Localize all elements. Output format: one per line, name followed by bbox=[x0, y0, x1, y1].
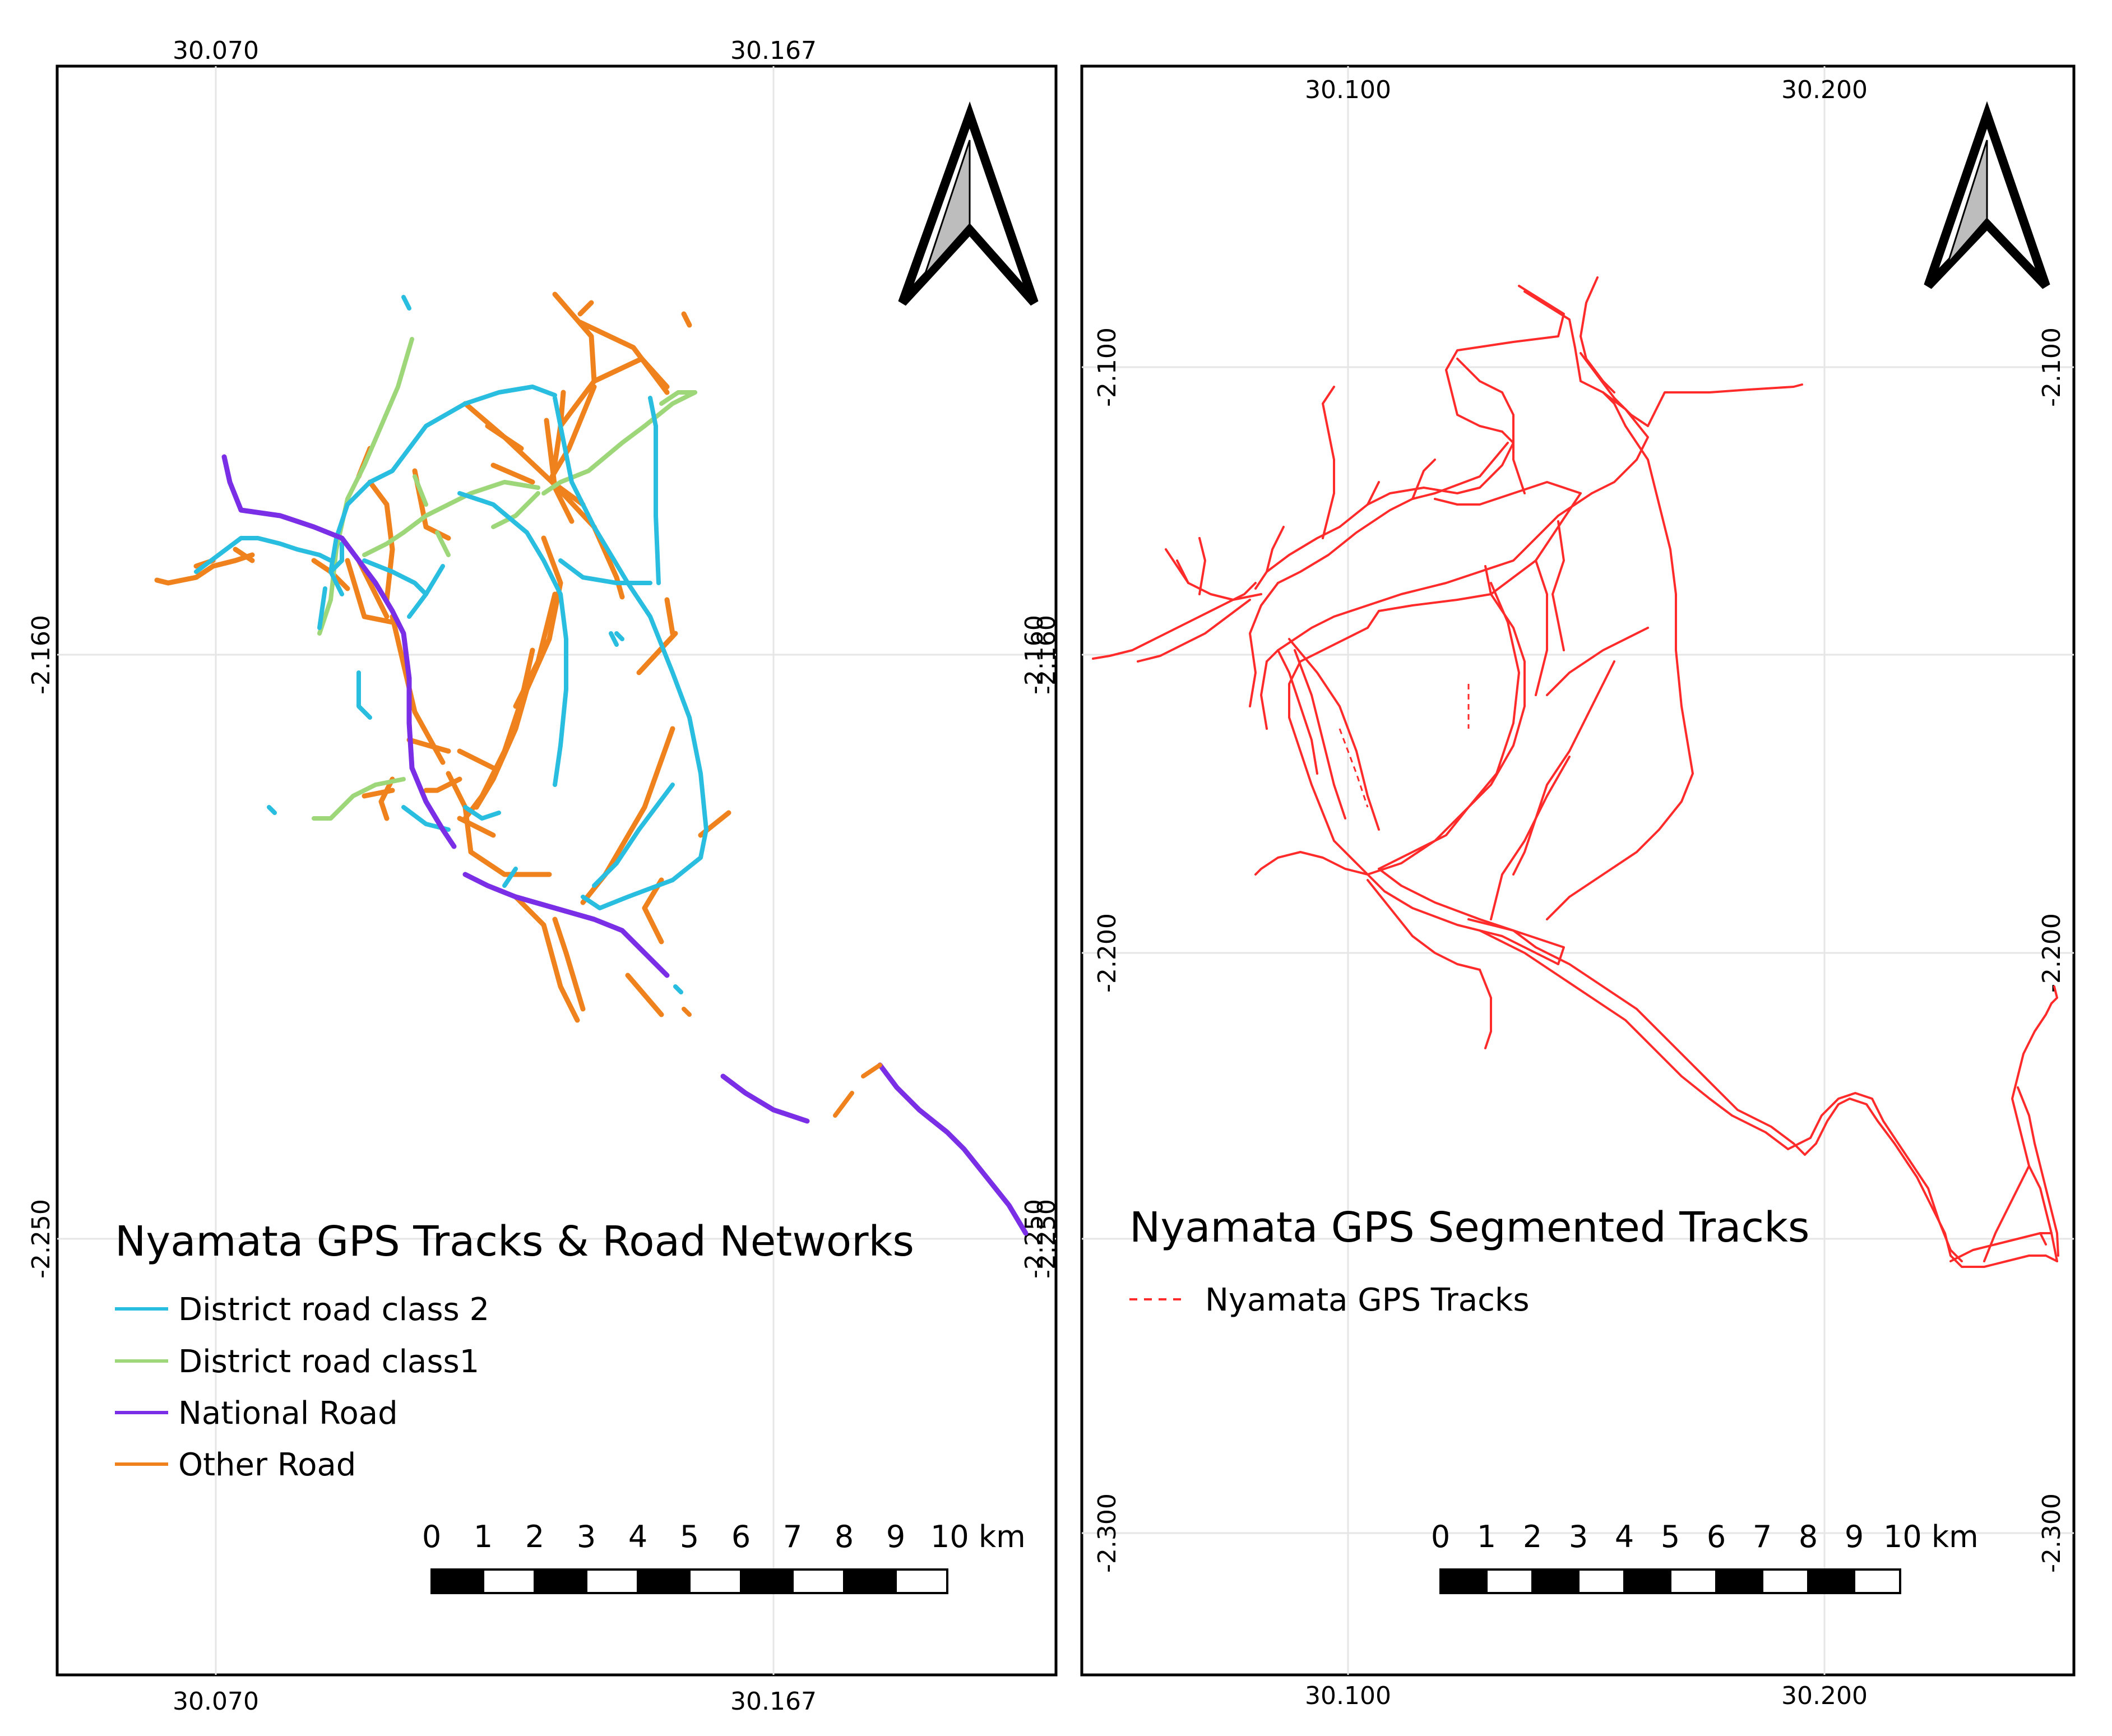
legend-label-district-class1: District road class1 bbox=[178, 1344, 479, 1380]
right-scale-label: 4 bbox=[1615, 1519, 1634, 1554]
left-scale-label: 0 bbox=[422, 1519, 441, 1554]
left-scale-label: 5 bbox=[680, 1519, 699, 1554]
right-legend: Nyamata GPS Tracks bbox=[1129, 1282, 1530, 1318]
right-scale-label: 6 bbox=[1707, 1519, 1726, 1554]
left-scale-label: 8 bbox=[835, 1519, 854, 1554]
left-scale-segment bbox=[585, 1568, 639, 1594]
right-lat-label-left-5: -2.300 bbox=[1093, 1493, 1122, 1573]
left-scale-labels: 0 1 2 3 4 5 6 7 8 9 10 km bbox=[422, 1519, 1026, 1554]
right-scale-segment bbox=[1761, 1568, 1809, 1594]
left-scale-segment bbox=[791, 1568, 845, 1594]
right-scale-label: 2 bbox=[1523, 1519, 1542, 1554]
left-scale-label: 2 bbox=[525, 1519, 544, 1554]
left-scale-label: 4 bbox=[628, 1519, 647, 1554]
right-scale-segment bbox=[1531, 1568, 1580, 1594]
left-scale-segment bbox=[895, 1568, 948, 1594]
right-lat-label-right-1: -2.100 bbox=[2037, 327, 2066, 407]
right-scale-label: 1 bbox=[1477, 1519, 1496, 1554]
left-map-title: Nyamata GPS Tracks & Road Networks bbox=[115, 1217, 914, 1266]
legend-label-other-road: Other Road bbox=[178, 1447, 356, 1483]
legend-label-national-road: National Road bbox=[178, 1395, 398, 1432]
left-scale-label: 10 km bbox=[930, 1519, 1026, 1554]
left-map-frame bbox=[55, 64, 1058, 1677]
right-map-title: Nyamata GPS Segmented Tracks bbox=[1129, 1203, 1809, 1252]
right-north-arrow-icon bbox=[1924, 101, 2050, 289]
right-scale-label: 10 km bbox=[1883, 1519, 1979, 1554]
right-scale-blocks bbox=[1439, 1568, 1901, 1594]
right-scale-segment bbox=[1715, 1568, 1763, 1594]
left-scale-segment bbox=[688, 1568, 742, 1594]
roads-national bbox=[221, 454, 1029, 1236]
roads-district-class2 bbox=[194, 295, 708, 910]
right-lat-label-left-3: -2.200 bbox=[1093, 913, 1122, 993]
right-lat-label-left-2: -2.160 bbox=[1032, 615, 1061, 695]
right-map-panel: 30.100 30.200 30.100 30.200 -2.100 -2.16… bbox=[1032, 64, 2076, 1710]
left-scale-segment bbox=[482, 1568, 536, 1594]
right-map-frame bbox=[1080, 64, 2076, 1677]
left-scale-segment bbox=[843, 1568, 897, 1594]
legend-label-gps-tracks: Nyamata GPS Tracks bbox=[1205, 1282, 1530, 1318]
right-scale-label: 8 bbox=[1799, 1519, 1818, 1554]
right-scale-label: 7 bbox=[1753, 1519, 1772, 1554]
gps-tracks-dashed bbox=[1338, 684, 1470, 808]
left-scale-label: 1 bbox=[474, 1519, 493, 1554]
left-scale-label: 6 bbox=[731, 1519, 751, 1554]
right-lat-label-right-3: -2.200 bbox=[2037, 913, 2066, 993]
left-lon-label-bottom-1: 30.070 bbox=[173, 1687, 259, 1716]
right-lon-label-top-1: 30.100 bbox=[1305, 76, 1391, 104]
left-scale-segment bbox=[740, 1568, 794, 1594]
right-scale-label: 9 bbox=[1845, 1519, 1864, 1554]
right-scale-segment bbox=[1577, 1568, 1625, 1594]
right-scale-segment bbox=[1439, 1568, 1488, 1594]
gps-tracks bbox=[1092, 276, 2059, 1268]
left-scale-label: 7 bbox=[783, 1519, 802, 1554]
right-scale-segment bbox=[1669, 1568, 1717, 1594]
left-scale-label: 9 bbox=[886, 1519, 905, 1554]
right-lon-label-bottom-1: 30.100 bbox=[1305, 1682, 1391, 1710]
right-scale-labels: 0 1 2 3 4 5 6 7 8 9 10 km bbox=[1431, 1519, 1979, 1554]
right-scale-segment bbox=[1807, 1568, 1855, 1594]
right-scale-label: 0 bbox=[1431, 1519, 1450, 1554]
right-scale-bar: 0 1 2 3 4 5 6 7 8 9 10 km bbox=[1431, 1519, 1979, 1594]
roads-district-class1 bbox=[312, 337, 697, 821]
left-road-network bbox=[154, 291, 1029, 1236]
roads-other bbox=[154, 291, 731, 1023]
roads-fragments bbox=[267, 631, 882, 1118]
right-lon-label-bottom-2: 30.200 bbox=[1781, 1682, 1868, 1710]
left-graticule bbox=[57, 66, 1056, 1675]
left-lon-label-top-1: 30.070 bbox=[173, 36, 259, 65]
left-lon-label-top-2: 30.167 bbox=[730, 36, 817, 65]
right-lat-label-left-1: -2.100 bbox=[1093, 327, 1122, 407]
right-graticule bbox=[1082, 66, 2074, 1675]
right-scale-label: 5 bbox=[1661, 1519, 1680, 1554]
left-scale-bar: 0 1 2 3 4 5 6 7 8 9 10 km bbox=[422, 1519, 1026, 1594]
left-legend: District road class 2 District road clas… bbox=[115, 1291, 489, 1483]
left-scale-segment bbox=[637, 1568, 691, 1594]
right-scale-segment bbox=[1853, 1568, 1901, 1594]
left-scale-label: 3 bbox=[577, 1519, 596, 1554]
left-lat-label-right-2: -2.250 bbox=[1020, 1199, 1049, 1279]
left-lat-label-right-1: -2.160 bbox=[1020, 615, 1049, 695]
right-lon-label-top-2: 30.200 bbox=[1781, 76, 1868, 104]
legend-label-district-class2: District road class 2 bbox=[178, 1291, 489, 1328]
right-scale-segment bbox=[1485, 1568, 1534, 1594]
left-lat-label-left-1: -2.160 bbox=[27, 615, 55, 695]
right-scale-label: 3 bbox=[1569, 1519, 1588, 1554]
left-lat-label-left-2: -2.250 bbox=[27, 1199, 55, 1279]
right-scale-segment bbox=[1623, 1568, 1671, 1594]
left-scale-blocks bbox=[430, 1568, 948, 1594]
left-north-arrow-icon bbox=[898, 101, 1039, 306]
left-scale-segment bbox=[430, 1568, 484, 1594]
left-lon-label-bottom-2: 30.167 bbox=[730, 1687, 817, 1716]
right-lat-label-right-5: -2.300 bbox=[2037, 1493, 2066, 1573]
left-map-panel: 30.070 30.167 30.070 30.167 -2.160 -2.25… bbox=[27, 36, 1058, 1716]
left-scale-segment bbox=[534, 1568, 587, 1594]
right-lat-label-left-4: -2.250 bbox=[1032, 1199, 1061, 1279]
